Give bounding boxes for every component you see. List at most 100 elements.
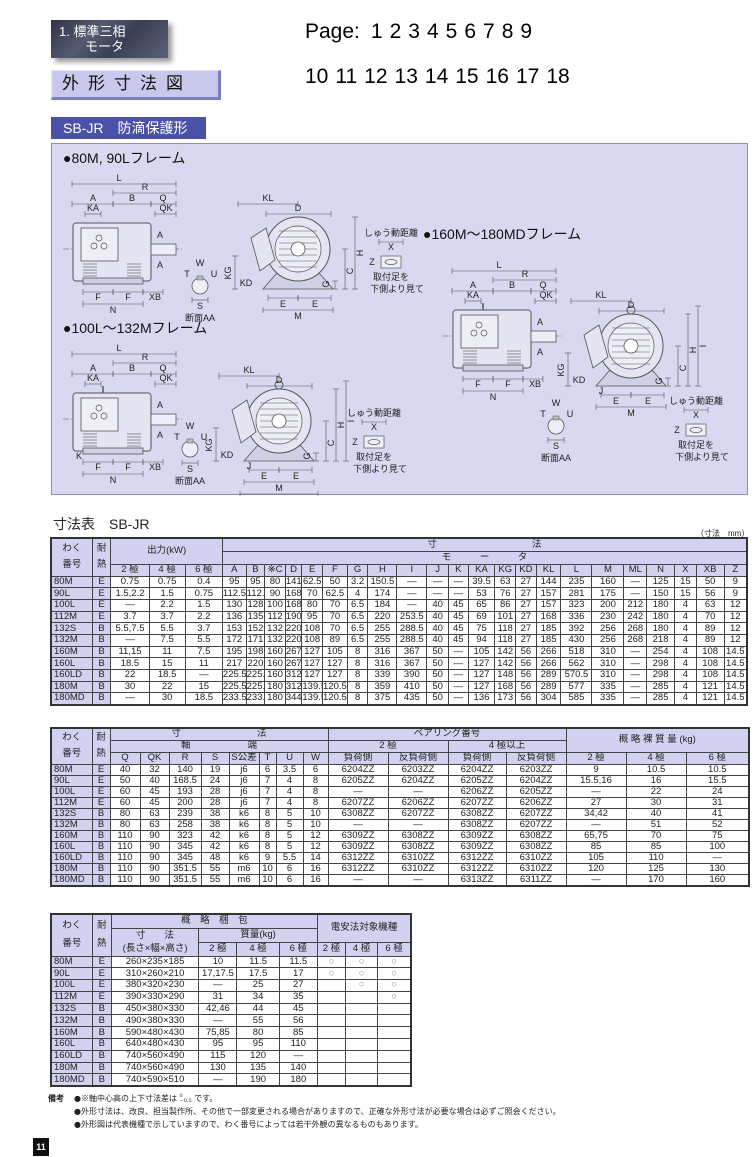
cell: 4 bbox=[674, 692, 697, 706]
cell: 15 bbox=[148, 657, 186, 670]
heat-class: B bbox=[91, 1073, 112, 1087]
logo-icon bbox=[475, 321, 483, 329]
cell: 39.5 bbox=[467, 575, 496, 589]
dimension-label-X: X bbox=[388, 242, 394, 252]
cell: 6205ZZ bbox=[327, 774, 389, 787]
page-link-6[interactable]: 6 bbox=[464, 20, 477, 43]
cell: 139.5 bbox=[301, 692, 324, 706]
page-link-1[interactable]: 1 bbox=[370, 20, 383, 43]
drawing-2: LRABQKAQKAAFFXBNKWTUS断面AAKLDHCGKGKDEEMJM… bbox=[63, 343, 407, 496]
dimension-label-ML: ML bbox=[273, 495, 286, 496]
page-link-4[interactable]: 4 bbox=[426, 20, 439, 43]
cell: 6312ZZ bbox=[327, 862, 389, 875]
cell: 367 bbox=[396, 657, 428, 670]
page-link-11[interactable]: 11 bbox=[335, 65, 358, 88]
frame-number: 180M bbox=[50, 862, 93, 875]
dimension-label-F: F bbox=[95, 462, 101, 472]
keyway bbox=[552, 415, 560, 421]
cell: 15 bbox=[674, 575, 697, 589]
heat-class: B bbox=[91, 840, 111, 853]
cell: 139.5 bbox=[301, 680, 324, 694]
cell: 35 bbox=[278, 990, 318, 1004]
cell: 225.5 bbox=[221, 680, 247, 694]
table-row: 180MDB—3018.5233.5233.5180344139.5120.58… bbox=[50, 692, 748, 706]
cell: 5 bbox=[275, 818, 304, 831]
safety-law-mark: ○ bbox=[345, 979, 379, 992]
cell: 6312ZZ bbox=[447, 862, 507, 875]
frame-number: 112M bbox=[50, 990, 93, 1004]
page-link-17[interactable]: 17 bbox=[515, 65, 540, 88]
dimension-label-E: E bbox=[280, 299, 286, 309]
page-link-13[interactable]: 13 bbox=[394, 65, 418, 88]
cell: 289 bbox=[535, 680, 562, 694]
dimension-label-Z: Z bbox=[352, 437, 358, 447]
dimension-label-X: X bbox=[693, 410, 699, 420]
section-mark-A: A bbox=[157, 230, 163, 240]
cell: j6 bbox=[228, 774, 260, 787]
cell: 180 bbox=[264, 680, 286, 694]
header-frame: わく 番号 bbox=[50, 537, 93, 577]
foot-note-line2: 下側より見て bbox=[353, 463, 407, 474]
cell: 40 bbox=[139, 774, 170, 787]
cell: 15 bbox=[674, 587, 697, 600]
cell: 75,85 bbox=[198, 1026, 238, 1040]
header-dim-B: B bbox=[245, 563, 266, 577]
page-link-10[interactable]: 10 bbox=[305, 65, 329, 88]
cell: 112 bbox=[264, 610, 286, 624]
slide-distance-label: しゅう動距離 bbox=[669, 395, 723, 406]
cell: 180 bbox=[264, 692, 286, 706]
cell: 518 bbox=[560, 645, 593, 659]
dimension-label-I: I bbox=[346, 420, 356, 423]
cell: 380×320×230 bbox=[110, 979, 200, 992]
frame-number: 132M bbox=[50, 1014, 93, 1028]
page-link-18[interactable]: 18 bbox=[546, 65, 570, 88]
header-col: S公差 bbox=[228, 751, 260, 765]
cell: 160 bbox=[264, 645, 286, 659]
cell: 225.5 bbox=[221, 669, 247, 682]
cell: 10 bbox=[302, 818, 329, 831]
header-motor: モ ー タ bbox=[221, 550, 748, 565]
page-link-9[interactable]: 9 bbox=[520, 20, 533, 43]
cell: 185 bbox=[535, 633, 562, 647]
cell: 38 bbox=[200, 818, 230, 831]
cell: 174 bbox=[367, 587, 398, 600]
page-link-15[interactable]: 15 bbox=[455, 65, 479, 88]
cell: 225.5 bbox=[245, 669, 266, 682]
header-dim-KA: KA bbox=[467, 563, 496, 577]
cell: 562 bbox=[560, 657, 593, 670]
cell: 141 bbox=[284, 575, 303, 589]
cell: 6204ZZ bbox=[327, 763, 389, 776]
cell: 3.7 bbox=[148, 610, 186, 624]
cell: 108 bbox=[695, 645, 725, 659]
cell: 56 bbox=[515, 645, 537, 659]
header-dim-H: H bbox=[367, 563, 398, 577]
dimension-label-F: F bbox=[125, 462, 131, 472]
table-row: 132M B 490×380×330—55 56 bbox=[50, 1014, 412, 1028]
cell: — bbox=[447, 575, 469, 589]
cell: m6 bbox=[228, 873, 260, 886]
page-link-8[interactable]: 8 bbox=[501, 20, 514, 43]
page-link-5[interactable]: 5 bbox=[445, 20, 458, 43]
safety-law-mark bbox=[345, 990, 379, 1004]
page-link-16[interactable]: 16 bbox=[485, 65, 509, 88]
cell: 42 bbox=[200, 840, 230, 853]
remarks-head: 備考 bbox=[48, 1093, 64, 1103]
cell: 6310ZZ bbox=[505, 851, 567, 864]
cell: 570.5 bbox=[560, 669, 593, 682]
cell: 121 bbox=[695, 692, 725, 706]
cell: 4 bbox=[346, 587, 369, 600]
table-row: 90L E 50 40 168.5 24 j6 7 4 8 6205ZZ 6204ZZ 6205ZZ 62… bbox=[50, 774, 750, 787]
heat-class: B bbox=[91, 818, 111, 831]
dimension-label-C: C bbox=[345, 267, 355, 274]
header-col: T bbox=[258, 751, 277, 765]
page-link-3[interactable]: 3 bbox=[408, 20, 420, 43]
page-link-2[interactable]: 2 bbox=[389, 20, 402, 43]
cell: 1.5 bbox=[184, 598, 223, 612]
page-link-12[interactable]: 12 bbox=[364, 65, 388, 88]
page-link-14[interactable]: 14 bbox=[424, 65, 449, 88]
table-row: 160L B 18.5 15 11 217 220 160 267 127 127 8 316 367 50… bbox=[50, 657, 748, 670]
page-link-7[interactable]: 7 bbox=[483, 20, 495, 43]
header-dim-A: A bbox=[221, 563, 247, 577]
cell: 253.5 bbox=[396, 610, 428, 624]
cell: 32 bbox=[139, 763, 170, 776]
